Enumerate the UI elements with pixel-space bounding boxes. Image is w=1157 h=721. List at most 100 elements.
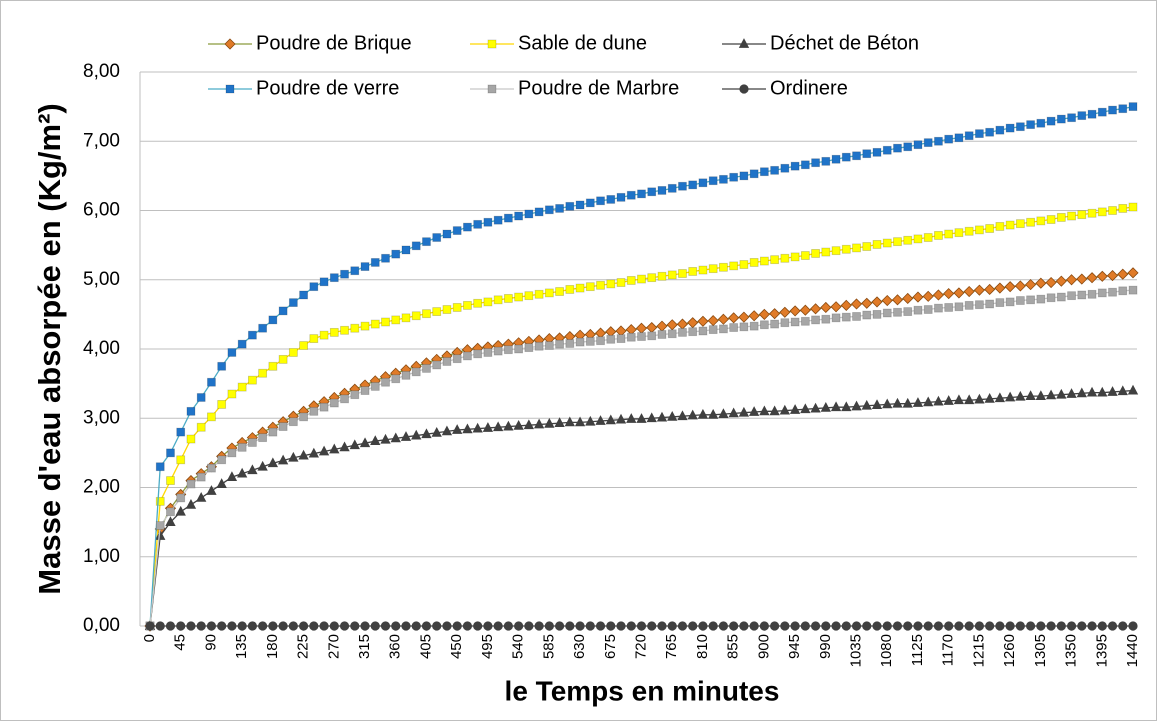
marker: [636, 413, 647, 423]
marker: [872, 309, 882, 319]
marker: [534, 341, 544, 351]
marker: [442, 621, 452, 631]
marker: [739, 322, 749, 332]
marker: [1087, 208, 1097, 218]
marker: [360, 321, 370, 331]
marker: [309, 334, 319, 344]
marker: [789, 404, 801, 414]
x-tick-label: 855: [725, 634, 742, 659]
marker: [585, 282, 595, 292]
marker: [850, 298, 863, 310]
marker: [862, 621, 872, 631]
marker: [565, 339, 575, 348]
legend-item: Poudre de Marbre: [470, 77, 679, 99]
marker: [821, 621, 831, 631]
marker: [1097, 107, 1107, 117]
marker: [370, 319, 380, 329]
marker: [544, 341, 554, 350]
marker: [985, 299, 995, 309]
marker: [595, 415, 606, 425]
marker: [524, 343, 534, 353]
marker: [217, 399, 227, 409]
marker: [688, 621, 698, 631]
marker: [1015, 219, 1025, 229]
marker: [841, 152, 851, 162]
x-tick-label: 990: [817, 634, 834, 659]
marker: [227, 448, 237, 458]
marker: [473, 219, 483, 229]
marker: [637, 274, 646, 284]
x-tick-label: 1260: [1001, 634, 1018, 667]
marker: [381, 377, 390, 387]
marker: [923, 305, 933, 314]
marker: [667, 411, 678, 421]
x-tick-label: 1125: [909, 634, 926, 666]
marker: [268, 621, 278, 631]
marker: [984, 393, 995, 403]
legend-label: Sable de dune: [518, 32, 647, 54]
marker: [871, 399, 883, 409]
marker: [708, 408, 719, 419]
marker: [780, 163, 790, 173]
marker: [575, 621, 585, 631]
series: [145, 102, 1138, 631]
marker: [268, 427, 278, 437]
marker: [176, 621, 186, 631]
marker: [912, 291, 924, 303]
marker: [329, 621, 339, 631]
marker: [462, 423, 473, 434]
marker: [851, 621, 862, 631]
marker: [973, 284, 985, 296]
marker: [442, 305, 452, 314]
series: [145, 285, 1138, 631]
y-axis-title: Masse d'eau absorpée en (Kg/m²): [32, 103, 67, 594]
marker: [810, 303, 822, 315]
x-tick-label: 1080: [878, 634, 895, 667]
marker: [891, 294, 904, 306]
marker: [370, 258, 380, 267]
marker: [708, 176, 718, 186]
marker: [738, 311, 750, 323]
legend-item: Poudre de Brique: [208, 32, 412, 54]
marker: [544, 205, 554, 215]
marker: [267, 457, 279, 468]
marker: [483, 297, 493, 307]
marker: [913, 234, 923, 244]
marker: [462, 621, 473, 631]
marker: [350, 621, 360, 631]
marker: [738, 38, 750, 48]
marker: [1097, 386, 1108, 397]
marker: [811, 315, 820, 325]
marker: [821, 156, 831, 166]
marker: [411, 621, 421, 631]
marker: [779, 404, 791, 415]
marker: [503, 420, 514, 431]
x-tick-label: 225: [295, 634, 312, 659]
marker: [340, 394, 349, 404]
marker: [288, 417, 298, 427]
marker: [820, 301, 832, 314]
marker: [1118, 104, 1128, 114]
marker: [985, 621, 995, 631]
marker: [770, 319, 780, 329]
marker: [452, 621, 462, 631]
marker: [708, 264, 718, 274]
marker: [380, 621, 391, 631]
marker: [1108, 105, 1117, 115]
marker: [995, 621, 1005, 631]
marker: [954, 621, 964, 631]
x-tick-label: 495: [479, 634, 496, 659]
marker: [565, 621, 575, 631]
marker: [340, 325, 349, 335]
marker: [811, 158, 820, 168]
marker: [298, 621, 309, 631]
marker: [688, 327, 698, 337]
marker: [728, 407, 739, 418]
marker: [487, 84, 497, 94]
marker: [974, 621, 985, 631]
marker: [1036, 118, 1046, 128]
marker: [758, 308, 770, 320]
marker: [207, 412, 216, 422]
marker: [565, 201, 575, 211]
marker: [1106, 270, 1119, 282]
